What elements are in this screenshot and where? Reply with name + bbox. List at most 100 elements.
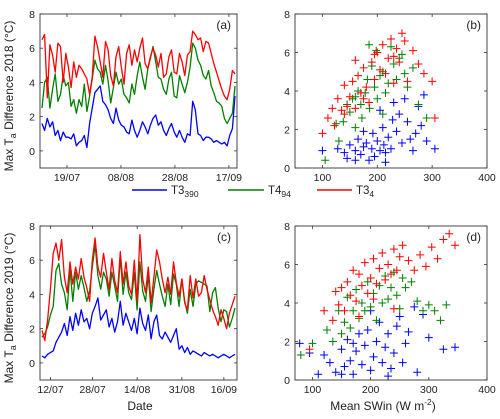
scatter-point (378, 123, 387, 132)
scatter-point (356, 88, 365, 97)
panel-letter: (b) (466, 18, 481, 32)
y-tick-label: 8 (284, 9, 290, 21)
scatter-point (417, 121, 426, 130)
scatter-point (340, 318, 349, 327)
scatter-point (357, 281, 366, 290)
scatter-point (387, 283, 395, 292)
y-tick-label: 6 (29, 255, 35, 267)
scatter-point (400, 94, 409, 103)
scatter-point (389, 98, 398, 107)
scatter-point (430, 144, 439, 153)
y-tick-label: 4 (29, 289, 35, 301)
scatter-point (340, 148, 349, 157)
x-tick-label: 300 (420, 384, 438, 396)
scatter-point (351, 146, 360, 155)
scatter-point (351, 104, 360, 113)
scatter-point (424, 300, 433, 309)
scatter-point (372, 337, 381, 346)
scatter-point (427, 243, 436, 252)
y-tick-label: 0 (284, 375, 290, 387)
scatter-point (397, 50, 406, 59)
scatter-point (395, 252, 404, 261)
scatter-point (359, 63, 368, 72)
scatter-point (428, 77, 437, 86)
scatter-point (392, 322, 401, 331)
scatter-point (389, 79, 398, 88)
scatter-point (333, 94, 342, 103)
scatter-point (337, 283, 346, 292)
xlabel-swin: Mean SWin (W m-2) (330, 397, 436, 413)
scatter-point (407, 277, 416, 286)
scatter-point (403, 77, 412, 86)
scatter-point (337, 370, 346, 379)
scatter-point (356, 100, 365, 109)
scatter-point (365, 104, 374, 113)
scatter-point (318, 129, 327, 138)
scatter-point (451, 241, 459, 250)
scatter-point (389, 60, 398, 69)
series-line-2 (41, 233, 236, 342)
scatter-point (314, 370, 323, 379)
x-tick-label: 100 (304, 384, 322, 396)
scatter-point (401, 339, 410, 348)
scatter-point (379, 140, 388, 149)
scatter-point (352, 297, 361, 306)
scatter-point (451, 343, 459, 352)
scatter-point (351, 123, 360, 132)
scatter-point (366, 302, 375, 311)
series-line-1 (41, 42, 236, 125)
scatter-point (345, 92, 354, 101)
scatter-point (346, 356, 355, 365)
scatter-point (397, 138, 406, 147)
scatter-point (403, 117, 412, 126)
scatter-point (378, 110, 387, 119)
axes-frame (294, 225, 488, 381)
scatter-point (381, 158, 390, 167)
scatter-point (384, 372, 393, 381)
scatter-point (349, 266, 358, 275)
scatter-point (404, 256, 413, 265)
scatter-point (384, 133, 393, 142)
scatter-point (413, 297, 422, 306)
scatter-point (413, 368, 422, 377)
y-tick-label: 0 (29, 358, 35, 370)
scatter-point (416, 250, 425, 259)
scatter-point (398, 241, 407, 250)
x-tick-label: 200 (362, 384, 380, 396)
scatter-point (363, 75, 372, 84)
scatter-point (321, 156, 330, 165)
scatter-point (414, 60, 423, 69)
scatter-point (400, 36, 409, 45)
scatter-point (349, 339, 358, 348)
scatter-point (357, 113, 366, 122)
scatter-point (387, 364, 395, 373)
scatter-point (378, 299, 387, 307)
x-tick-label: 19/07 (54, 172, 80, 184)
scatter-point (320, 306, 329, 315)
scatter-point (419, 306, 427, 315)
scatter-point (384, 295, 393, 304)
scatter-point (328, 104, 337, 113)
scatter-point (305, 345, 314, 354)
scatter-point (354, 71, 363, 80)
scatter-point (357, 360, 366, 369)
scatter-point (360, 341, 369, 350)
scatter-point (343, 335, 352, 344)
scatter-point (323, 325, 331, 334)
x-tick-label: 28/08 (162, 172, 188, 184)
y-tick-label: 8 (284, 221, 290, 233)
axes-frame (294, 13, 488, 169)
scatter-point (419, 69, 428, 78)
scatter-point (398, 358, 407, 367)
scatter-point (369, 254, 378, 263)
scatter-point (359, 94, 368, 103)
scatter-point (392, 44, 401, 53)
panel-c: 12/07 28/07 14/08 31/08 16/09 0 2 4 6 8 (c) (29, 221, 238, 396)
scatter-point (392, 291, 401, 300)
scatter-point (334, 300, 343, 309)
scatter-point (328, 337, 337, 346)
scatter-point (348, 77, 357, 86)
panel-d: 100 200 300 400 0 2 4 6 8 (d) (284, 221, 496, 396)
scatter-point (331, 368, 340, 377)
scatter-point (388, 115, 397, 124)
